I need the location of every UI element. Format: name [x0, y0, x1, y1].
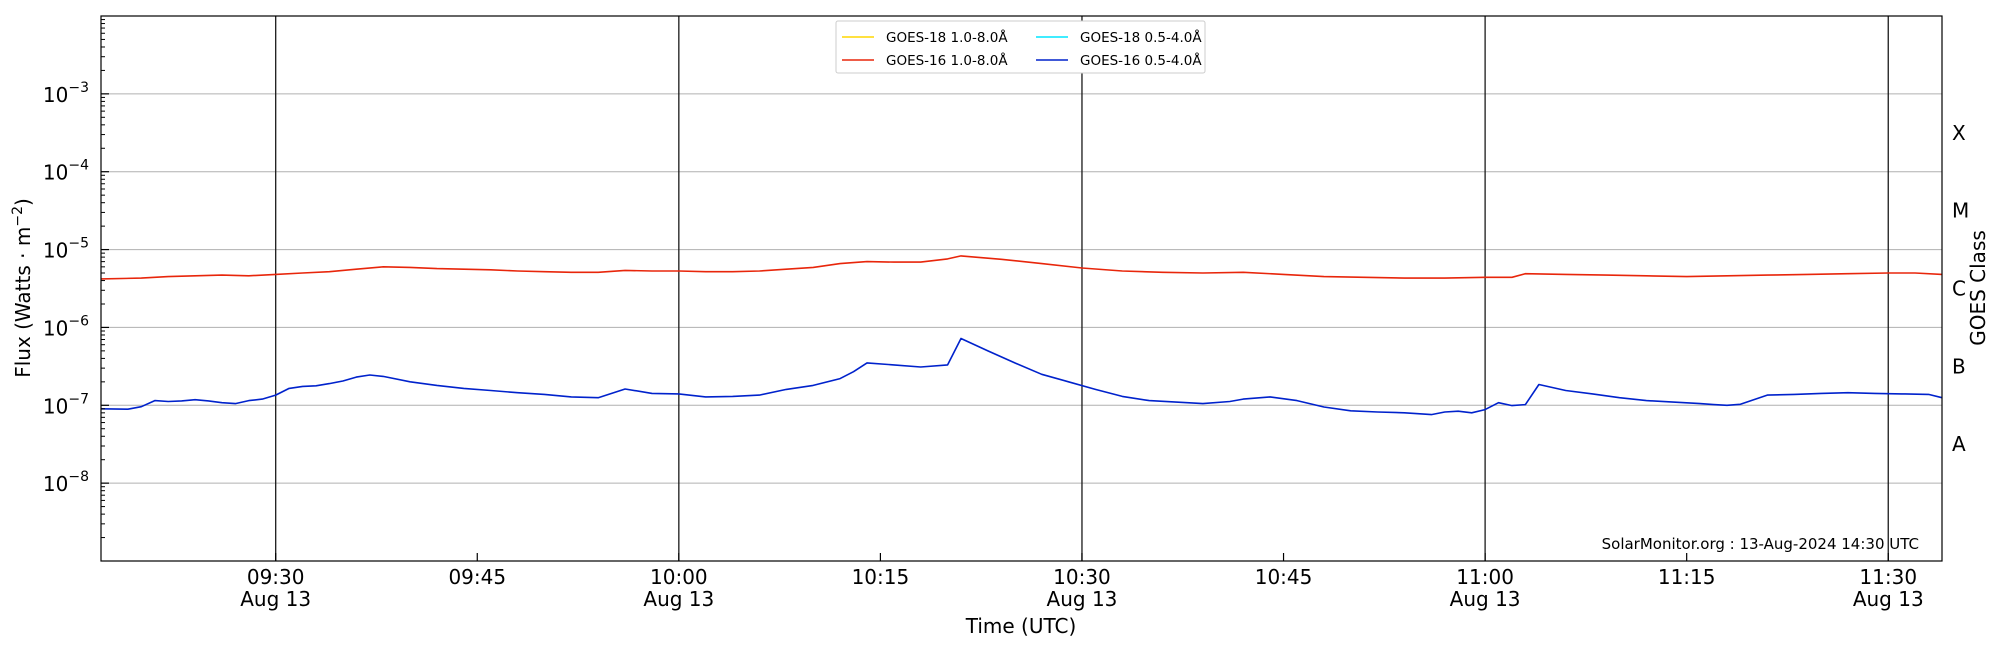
goes-class-label: X: [1952, 121, 1966, 145]
series-line-1: [100, 255, 1943, 280]
x-tick-label: 10:15: [852, 565, 910, 589]
x-tick-date-label: Aug 13: [1047, 587, 1118, 611]
credit-text: SolarMonitor.org : 13-Aug-2024 14:30 UTC: [1602, 535, 1919, 553]
y-tick-label: 10−4: [43, 158, 89, 185]
y-axis-title-prefix: Flux (Watts · m: [11, 227, 35, 378]
legend-entry-label-3: GOES-16 0.5-4.0Å: [1080, 52, 1202, 69]
y-axis-title-exponent: −2: [10, 206, 26, 227]
y-axis-title: Flux (Watts · m−2): [10, 198, 35, 378]
x-tick-label: 10:30: [1053, 565, 1111, 589]
plot-frame: [100, 15, 1943, 562]
y-tick-label-exponent: −6: [68, 313, 89, 329]
y-tick-label-exponent: −3: [68, 80, 89, 96]
x-tick-date-label: Aug 13: [1853, 587, 1924, 611]
x-tick-label: 11:30: [1859, 565, 1917, 589]
y-tick-label: 10−3: [43, 80, 89, 107]
x-tick-label: 09:30: [247, 565, 305, 589]
y-tick-label-base: 10: [43, 83, 68, 107]
x-tick-label: 10:00: [650, 565, 708, 589]
y-tick-label-exponent: −7: [68, 391, 89, 407]
y-tick-label-exponent: −5: [68, 236, 89, 252]
goes-class-label: M: [1952, 199, 1969, 223]
y-axis-title-suffix: ): [11, 198, 35, 206]
x-tick-date-label: Aug 13: [1450, 587, 1521, 611]
goes-class-label: B: [1952, 354, 1966, 378]
goes-class-axis-title: GOES Class: [1966, 230, 1990, 346]
legend-entry-label-0: GOES-18 1.0-8.0Å: [886, 29, 1008, 46]
y-tick-label: 10−8: [43, 469, 89, 496]
legend: GOES-18 1.0-8.0Å GOES-16 1.0-8.0Å GOES-18 …: [835, 20, 1206, 74]
goes-class-label: A: [1952, 432, 1966, 456]
x-tick-label: 11:00: [1456, 565, 1514, 589]
series-line-3: [100, 337, 1943, 416]
y-tick-label: 10−6: [43, 313, 89, 340]
legend-entry-label-2: GOES-18 0.5-4.0Å: [1080, 29, 1202, 46]
x-tick-label: 09:45: [448, 565, 506, 589]
y-tick-label-base: 10: [43, 316, 68, 340]
x-tick-date-label: Aug 13: [643, 587, 714, 611]
x-tick-label: 10:45: [1255, 565, 1313, 589]
y-tick-label: 10−7: [43, 391, 89, 418]
y-tick-label: 10−5: [43, 236, 89, 263]
x-tick-date-label: Aug 13: [240, 587, 311, 611]
legend-frame: [835, 20, 1206, 74]
y-tick-label-base: 10: [43, 472, 68, 496]
legend-entry-label-1: GOES-16 1.0-8.0Å: [886, 52, 1008, 69]
y-tick-label-base: 10: [43, 161, 68, 185]
y-tick-label-exponent: −8: [68, 469, 89, 485]
goes-class-label: C: [1952, 277, 1966, 301]
y-tick-label-base: 10: [43, 239, 68, 263]
y-tick-label-exponent: −4: [68, 158, 89, 174]
x-axis-title: Time (UTC): [965, 614, 1077, 638]
x-tick-label: 11:15: [1658, 565, 1716, 589]
y-tick-label-base: 10: [43, 394, 68, 418]
